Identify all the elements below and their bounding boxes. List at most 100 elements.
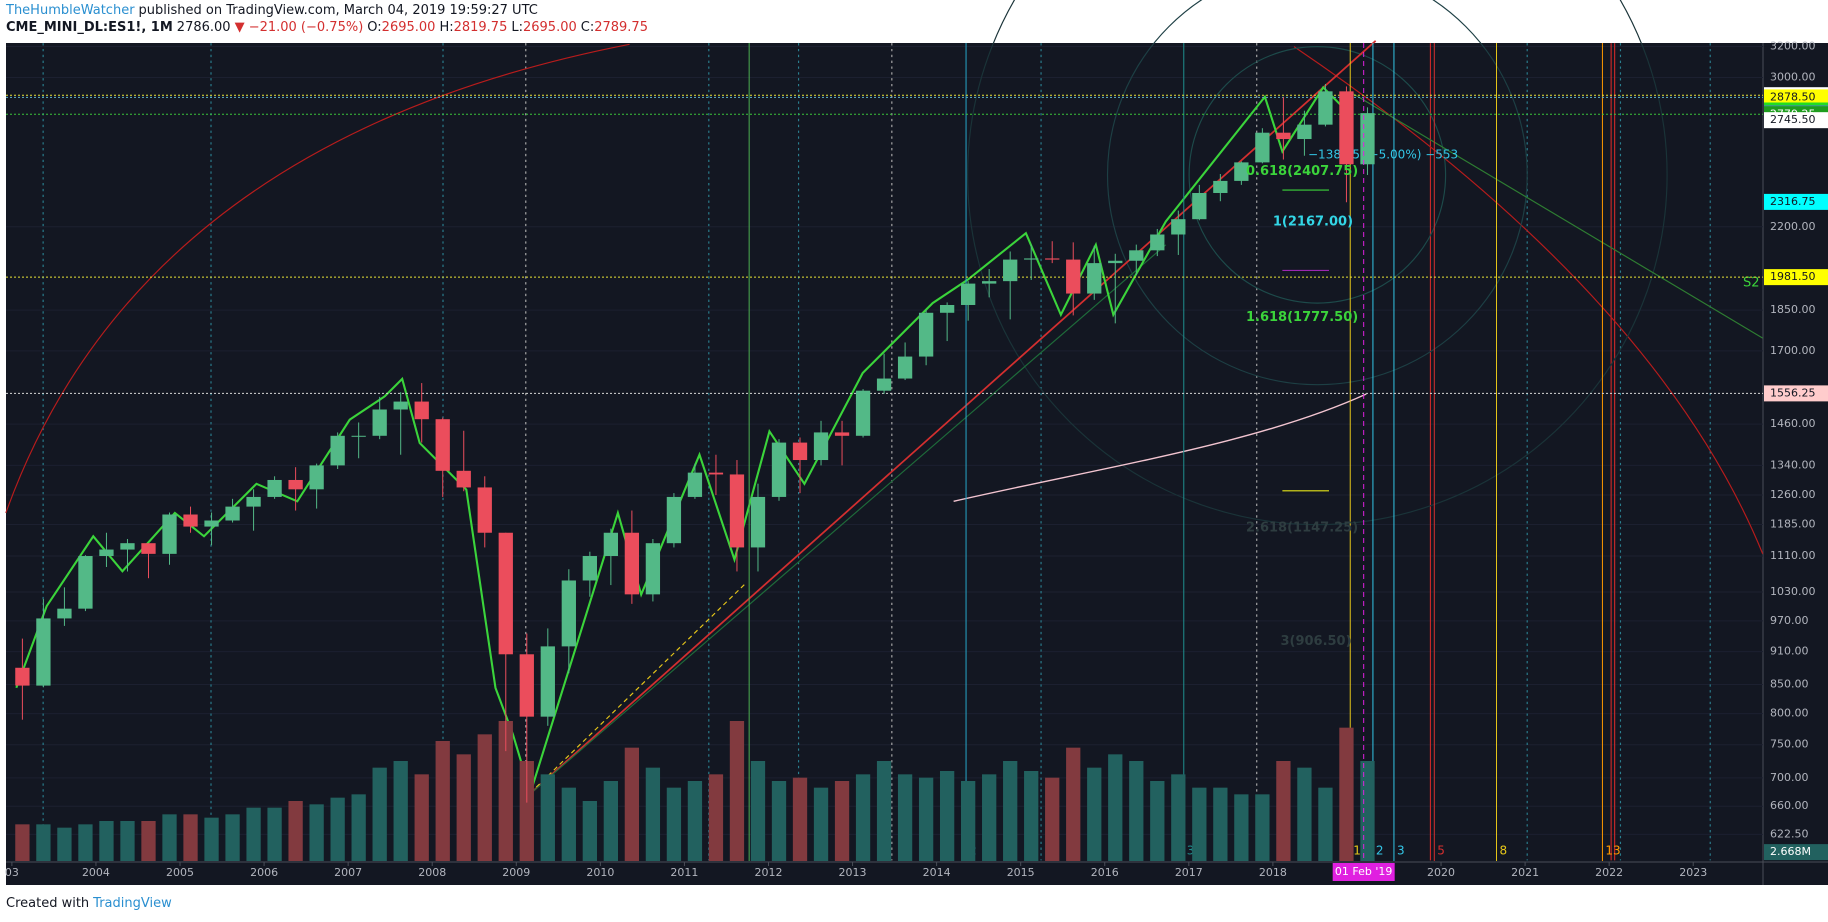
volume-bar bbox=[1234, 794, 1249, 861]
x-tick-label: 2009 bbox=[502, 866, 530, 879]
ohlc-value: 2695.00 bbox=[522, 20, 577, 35]
trend-line bbox=[524, 40, 1377, 800]
x-tick-label: 2023 bbox=[1679, 866, 1707, 879]
volume-bar bbox=[1003, 761, 1018, 861]
x-tick-label: 2012 bbox=[754, 866, 782, 879]
candle-body bbox=[561, 580, 576, 647]
volume-bar bbox=[1129, 761, 1144, 861]
ohlc-key: O: bbox=[367, 20, 382, 35]
candle-body bbox=[141, 543, 156, 554]
volume-bar bbox=[78, 824, 93, 861]
cursor-label: 01 Feb '19 bbox=[1335, 865, 1393, 878]
candle-body bbox=[162, 514, 177, 554]
fib-circle bbox=[1188, 46, 1447, 304]
brand[interactable]: TradingView bbox=[93, 896, 172, 911]
volume-bar bbox=[729, 721, 745, 861]
price-marker-label: 1556.25 bbox=[1770, 386, 1816, 399]
candle-body bbox=[834, 432, 850, 436]
cycle-label: 3 bbox=[1187, 844, 1195, 858]
ohlc-value: 2819.75 bbox=[453, 20, 508, 35]
x-tick-label: 2004 bbox=[82, 866, 110, 879]
volume-bar bbox=[351, 794, 366, 861]
y-tick-label: 1110.00 bbox=[1770, 549, 1816, 562]
volume-bar bbox=[162, 814, 177, 861]
y-tick-label: 700.00 bbox=[1770, 771, 1809, 784]
volume-bar bbox=[1087, 767, 1102, 861]
candle-body bbox=[1024, 258, 1039, 260]
price-marker bbox=[1764, 269, 1828, 286]
y-tick-label: 910.00 bbox=[1770, 645, 1809, 658]
candle-body bbox=[435, 419, 450, 471]
y-tick-label: 1460.00 bbox=[1770, 417, 1816, 430]
candle-body bbox=[1129, 250, 1144, 261]
x-tick-label: 2008 bbox=[418, 866, 446, 879]
volume-bar bbox=[897, 774, 913, 861]
candle-body bbox=[1360, 113, 1375, 165]
volume-bar bbox=[645, 767, 661, 861]
volume-bar bbox=[982, 774, 997, 861]
volume-bar bbox=[414, 774, 429, 861]
volume-bar bbox=[771, 781, 787, 861]
x-tick-label: 2007 bbox=[334, 866, 362, 879]
drawings bbox=[5, 0, 1764, 861]
candle-body bbox=[498, 532, 513, 655]
symbol: CME_MINI_DL:ES1!, 1M bbox=[6, 20, 173, 35]
volume-bar bbox=[1339, 727, 1354, 861]
x-tick-label: 2011 bbox=[670, 866, 698, 879]
candle-body bbox=[961, 283, 976, 305]
candle-body bbox=[645, 543, 661, 595]
price-marker bbox=[1764, 112, 1828, 129]
candle-body bbox=[267, 479, 282, 497]
volume-bar bbox=[141, 821, 156, 861]
candle-body bbox=[666, 496, 682, 544]
candle-body bbox=[918, 312, 934, 357]
candle-body bbox=[603, 532, 619, 557]
candle-body bbox=[456, 470, 471, 488]
volume-bar bbox=[36, 824, 51, 861]
ohlc-value: 2695.00 bbox=[381, 20, 436, 35]
candle-body bbox=[246, 496, 261, 507]
candle-body bbox=[750, 496, 766, 548]
price-marker-label: 2745.50 bbox=[1770, 113, 1816, 126]
candle-body bbox=[876, 378, 892, 391]
candle-body bbox=[330, 435, 345, 466]
candle-body bbox=[351, 435, 366, 437]
candle-body bbox=[78, 556, 93, 609]
fib-label: 1.618(1777.50) bbox=[1246, 310, 1358, 325]
volume-bar bbox=[918, 777, 934, 861]
price-marker-label: 1981.50 bbox=[1770, 270, 1816, 283]
arc bbox=[5, 43, 630, 514]
volume-bar bbox=[876, 761, 892, 861]
candle-body bbox=[708, 472, 724, 475]
cycle-label: 5 bbox=[1437, 844, 1445, 858]
candle-body bbox=[1171, 219, 1186, 235]
candle-body bbox=[540, 646, 555, 717]
candle-body bbox=[1213, 180, 1228, 193]
candle-body bbox=[582, 556, 597, 581]
y-tick-label: 800.00 bbox=[1770, 707, 1809, 720]
y-tick-label: 3000.00 bbox=[1770, 71, 1816, 84]
candle-body bbox=[204, 520, 219, 527]
footer: Created with TradingView bbox=[6, 896, 172, 911]
fib-label: 3(906.50) bbox=[1280, 634, 1351, 649]
candle-body bbox=[309, 465, 324, 490]
volume-bar bbox=[246, 807, 261, 861]
price-marker-label: 2316.75 bbox=[1770, 195, 1816, 208]
volume-bar bbox=[1192, 787, 1207, 861]
volume-bar bbox=[1150, 781, 1165, 861]
volume-bar bbox=[750, 761, 766, 861]
fib-circle bbox=[1106, 0, 1528, 386]
x-tick-label: 2006 bbox=[250, 866, 278, 879]
volume-bar bbox=[15, 824, 30, 861]
candle-body bbox=[897, 356, 913, 379]
price-marker bbox=[1764, 89, 1828, 106]
candle-body bbox=[393, 401, 408, 410]
y-tick-label: 1030.00 bbox=[1770, 585, 1816, 598]
x-tick-label: 2015 bbox=[1007, 866, 1035, 879]
candle-body bbox=[1297, 124, 1312, 140]
ohlc-key: C: bbox=[580, 20, 595, 35]
x-tick-label: 2016 bbox=[1091, 866, 1119, 879]
author[interactable]: TheHumbleWatcher bbox=[6, 3, 135, 18]
candle-body bbox=[1255, 132, 1270, 163]
x-tick-label: 2010 bbox=[586, 866, 614, 879]
